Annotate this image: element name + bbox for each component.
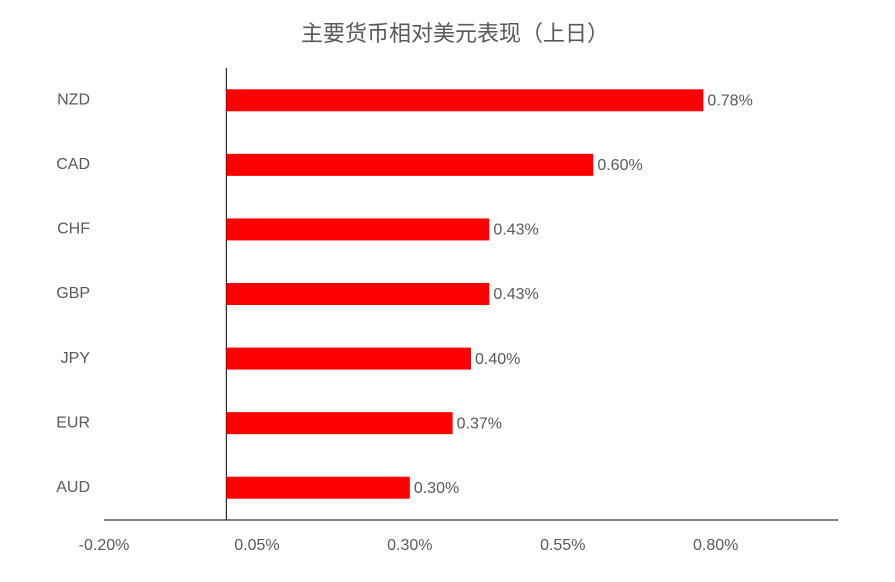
- chart-title: 主要货币相对美元表现（上日）: [301, 21, 609, 46]
- x-tick-label: -0.20%: [79, 537, 130, 554]
- bar: [226, 476, 410, 499]
- x-tick-label: 0.80%: [693, 537, 738, 554]
- y-tick-label: CAD: [56, 156, 90, 173]
- y-tick-label: AUD: [56, 479, 90, 496]
- value-label: 0.30%: [414, 480, 459, 497]
- y-tick-label: JPY: [61, 350, 91, 367]
- value-label: 0.37%: [457, 415, 502, 432]
- bar: [226, 412, 453, 435]
- y-tick-label: NZD: [57, 92, 90, 109]
- y-tick-label: CHF: [57, 221, 90, 238]
- x-tick-label: 0.55%: [540, 537, 585, 554]
- bar: [226, 218, 490, 241]
- value-label: 0.43%: [493, 222, 538, 239]
- y-tick-label: EUR: [56, 414, 90, 431]
- value-label: 0.78%: [707, 93, 752, 110]
- x-tick-label: 0.05%: [234, 537, 279, 554]
- bar: [226, 89, 704, 112]
- y-tick-label: GBP: [56, 285, 90, 302]
- value-label: 0.40%: [475, 351, 520, 368]
- x-tick-label: 0.30%: [387, 537, 432, 554]
- bar: [226, 153, 594, 176]
- bar: [226, 283, 490, 305]
- value-label: 0.60%: [597, 157, 642, 174]
- value-label: 0.43%: [493, 286, 538, 303]
- bar: [226, 347, 471, 370]
